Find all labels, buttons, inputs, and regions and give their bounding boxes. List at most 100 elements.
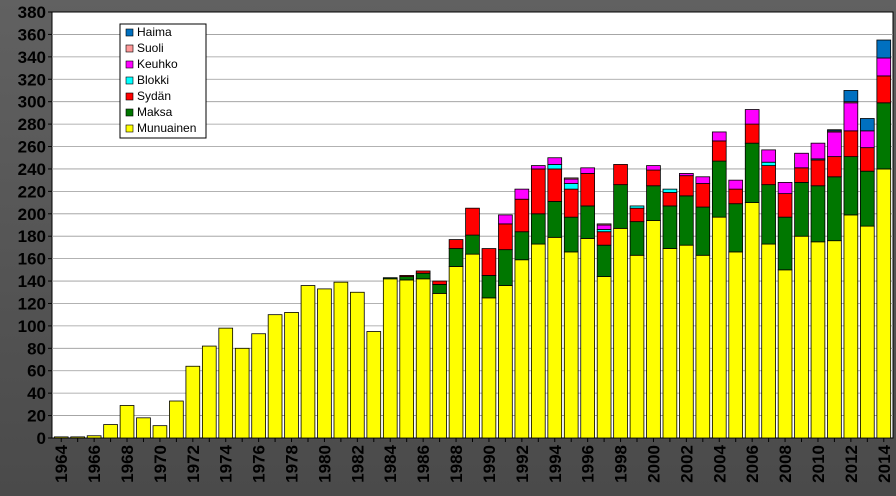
bar-munuainen-1983 (366, 331, 382, 439)
bar-munuainen-2003 (695, 254, 711, 439)
y-tick-label: 380 (18, 3, 46, 22)
x-axis: 1964 1966 1968 1970 1972 1974 1976 1978 1980 1982… (52, 438, 894, 483)
x-tick-label: 1976 (250, 445, 269, 483)
legend-swatch-keuhko (125, 60, 134, 69)
bar-keuhko-1996 (580, 167, 595, 174)
bar-maksa-1985 (399, 276, 415, 281)
y-axis: 0 20 40 60 80 100 120 140 160 180 200 220 240 260 280 3… (18, 3, 52, 448)
bar-sydän-1990 (481, 248, 497, 276)
x-tick-label: 1978 (283, 445, 302, 483)
x-tick-label: 2010 (809, 445, 828, 483)
bar-blokki-2007 (761, 161, 776, 166)
bar-sydän-2000 (646, 169, 661, 187)
bar-sydän-2006 (744, 123, 760, 144)
x-tick-label: 1982 (348, 445, 367, 483)
bar-maksa-1991 (498, 249, 513, 286)
bar-maksa-2014 (876, 102, 892, 170)
y-tick-label: 40 (27, 384, 46, 403)
y-tick-label: 180 (18, 227, 46, 246)
bar-maksa-2001 (662, 205, 678, 249)
bar-munuainen-2006 (744, 202, 760, 439)
y-tick-label: 340 (18, 48, 46, 67)
bar-munuainen-1982 (350, 291, 365, 439)
x-tick-label: 2012 (842, 445, 861, 483)
bar-munuainen-2012 (843, 214, 859, 439)
y-tick-label: 220 (18, 182, 46, 201)
bar-munuainen-1967 (103, 424, 118, 439)
bar-blokki-1994 (547, 164, 563, 170)
bar-munuainen-1965 (70, 436, 85, 439)
x-tick-label: 2004 (710, 444, 729, 482)
bar-sydän-1995 (563, 188, 579, 218)
bar-maksa-1986 (415, 272, 431, 280)
x-tick-label: 1984 (381, 444, 400, 482)
x-tick-label: 2006 (743, 445, 762, 483)
bar-sydän-1996 (580, 173, 595, 207)
legend-label-suoli: Suoli (137, 41, 164, 55)
bar-maksa-2003 (695, 206, 711, 256)
bar-suoli-1997 (596, 223, 612, 226)
bar-maksa-1992 (514, 231, 530, 261)
x-tick-label: 1968 (118, 445, 137, 483)
bars (53, 39, 892, 439)
bar-sydän-2014 (876, 75, 892, 104)
legend-swatch-maksa (125, 108, 134, 117)
bar-sydän-1998 (613, 164, 628, 186)
bar-sydän-2011 (827, 156, 842, 178)
bar-maksa-1987 (432, 284, 447, 294)
legend-label-blokki: Blokki (137, 73, 169, 87)
bar-sydän-1986 (415, 270, 431, 274)
bar-sydän-2002 (679, 175, 694, 197)
bar-maksa-1999 (629, 221, 645, 256)
y-tick-label: 360 (18, 25, 46, 44)
bar-maksa-1993 (530, 213, 546, 245)
bar-keuhko-2000 (646, 165, 661, 171)
bar-haima-2014 (876, 39, 892, 59)
bar-munuainen-1984 (382, 278, 398, 439)
y-tick-label: 240 (18, 160, 46, 179)
bar-sydän-2004 (711, 140, 727, 162)
bar-munuainen-1995 (563, 251, 579, 439)
legend-label-keuhko: Keuhko (137, 57, 178, 71)
bar-munuainen-1998 (613, 227, 628, 439)
bar-munuainen-1996 (580, 238, 595, 439)
bar-blokki-1995 (563, 183, 579, 190)
bar-munuainen-1993 (530, 243, 546, 439)
bar-munuainen-1964 (53, 436, 69, 439)
bar-keuhko-2002 (679, 173, 694, 177)
x-tick-label: 1988 (447, 445, 466, 483)
bar-sydän-2005 (728, 188, 744, 205)
bar-munuainen-2013 (860, 225, 875, 439)
legend: Haima Suoli Keuhko Blokki Sydän Maksa Munuaine… (119, 23, 207, 139)
bar-maksa-1996 (580, 205, 595, 239)
bar-keuhko-2010 (810, 142, 826, 160)
bar-munuainen-1992 (514, 259, 530, 439)
bar-munuainen-1969 (136, 417, 151, 439)
bar-haima-2013 (860, 118, 875, 132)
bar-munuainen-1966 (86, 435, 102, 439)
bar-keuhko-2007 (761, 149, 776, 163)
bar-haima-2011 (827, 129, 842, 132)
bar-maksa-2004 (711, 160, 727, 218)
bar-keuhko-1992 (514, 188, 530, 200)
bar-sydän-1993 (530, 168, 546, 215)
legend-swatch-munuainen (125, 124, 134, 133)
bar-keuhko-2006 (744, 109, 760, 125)
bar-munuainen-1991 (498, 285, 513, 439)
bar-sydän-2003 (695, 183, 711, 208)
bar-keuhko-2004 (711, 131, 727, 142)
x-tick-label: 1990 (480, 445, 499, 483)
bar-blokki-1999 (629, 205, 645, 209)
bar-blokki-2001 (662, 188, 678, 193)
y-tick-label: 100 (18, 317, 46, 336)
bar-haima-2012 (843, 90, 859, 103)
y-tick-label: 320 (18, 70, 46, 89)
bar-munuainen-2000 (646, 220, 661, 439)
bar-munuainen-1980 (317, 288, 332, 439)
bar-maksa-1988 (448, 248, 464, 267)
bar-maksa-1990 (481, 275, 497, 299)
bar-munuainen-2002 (679, 244, 694, 439)
bar-sydän-1988 (448, 239, 464, 249)
bar-munuainen-1975 (234, 347, 250, 439)
bar-munuainen-2011 (827, 240, 842, 439)
